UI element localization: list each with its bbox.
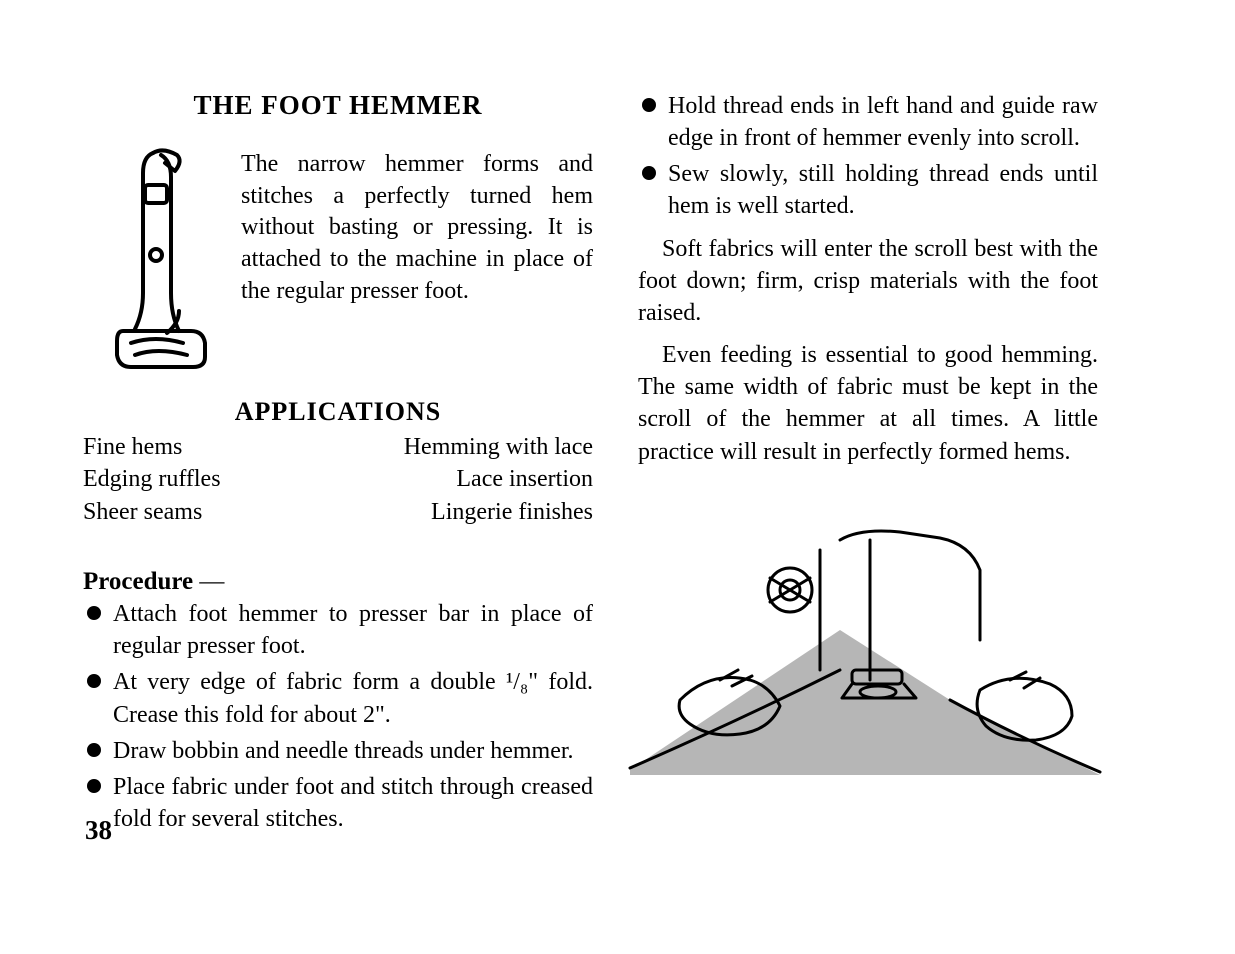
app-left-1: Fine hems <box>83 431 338 463</box>
procedure-step: At very edge of fabric form a double ¹/₈… <box>83 666 593 730</box>
procedure-list-right: Hold thread ends in left hand and guide … <box>638 90 1098 223</box>
applications-row-1: Fine hems Hemming with lace <box>83 431 593 463</box>
left-column: THE FOOT HEMMER <box>83 90 593 839</box>
procedure-list-left: Attach foot hemmer to presser bar in pla… <box>83 598 593 835</box>
procedure-step: Draw bobbin and needle threads under hem… <box>83 735 593 767</box>
applications-row-2: Edging ruffles Lace insertion <box>83 463 593 495</box>
body-paragraph: Soft fabrics will enter the scroll best … <box>638 233 1098 329</box>
intro-paragraph: The narrow hemmer forms and stitches a p… <box>241 143 593 373</box>
app-left-3: Sheer seams <box>83 496 338 528</box>
app-right-2: Lace insertion <box>338 463 593 495</box>
applications-heading: APPLICATIONS <box>83 397 593 427</box>
procedure-heading-word: Procedure <box>83 568 193 595</box>
intro-block: The narrow hemmer forms and stitches a p… <box>83 143 593 373</box>
body-paragraph: Even feeding is essential to good hemmin… <box>638 339 1098 468</box>
page-number: 38 <box>85 815 112 846</box>
app-left-2: Edging ruffles <box>83 463 338 495</box>
procedure-step: Hold thread ends in left hand and guide … <box>638 90 1098 154</box>
page-title: THE FOOT HEMMER <box>83 90 593 121</box>
right-column: Hold thread ends in left hand and guide … <box>638 90 1098 468</box>
procedure-step: Sew slowly, still holding thread ends un… <box>638 158 1098 222</box>
procedure-heading: Procedure — <box>83 568 593 596</box>
document-page: THE FOOT HEMMER <box>0 0 1235 954</box>
applications-row-3: Sheer seams Lingerie finishes <box>83 496 593 528</box>
procedure-heading-dash: — <box>193 568 224 595</box>
app-right-1: Hemming with lace <box>338 431 593 463</box>
procedure-step: Place fabric under foot and stitch throu… <box>83 771 593 835</box>
app-right-3: Lingerie finishes <box>338 496 593 528</box>
foot-hemmer-illustration <box>83 143 223 373</box>
procedure-step: Attach foot hemmer to presser bar in pla… <box>83 598 593 662</box>
sewing-illustration <box>620 520 1110 820</box>
